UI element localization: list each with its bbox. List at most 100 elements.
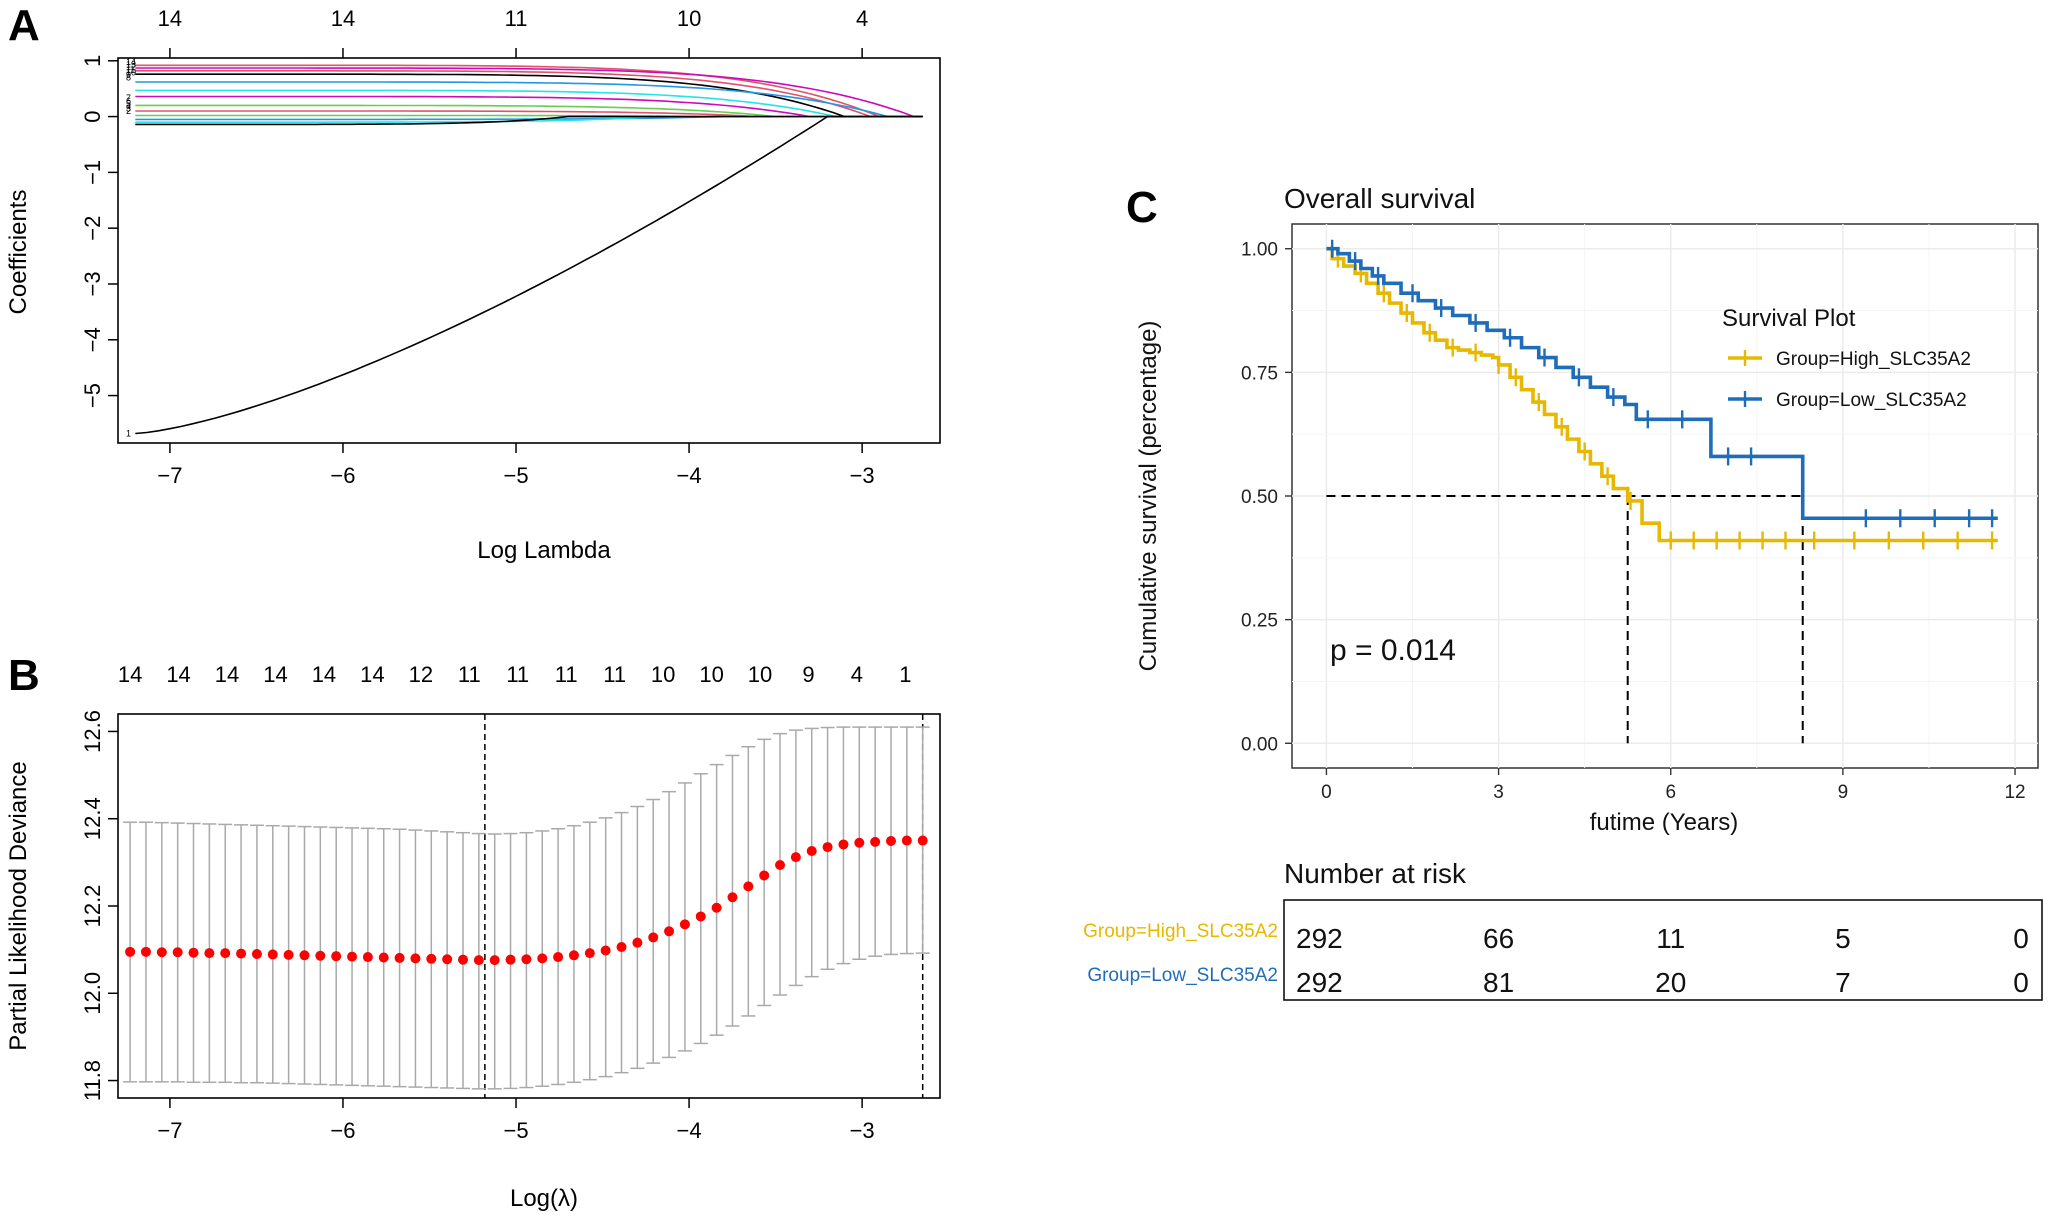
path-label: 10 (126, 67, 136, 77)
panel-c: C Overall survival 0 3 6 9 12 0.00 0.25 0.50 0.7… (1083, 183, 2043, 1001)
panel-b-x-tick-label: −3 (850, 1118, 875, 1143)
panel-a-top-tick-label: 10 (677, 6, 701, 31)
coefficient-path (135, 89, 923, 118)
panel-a-y-tick-label: −1 (80, 160, 105, 185)
panel-b-plot (123, 714, 930, 1098)
panel-a-top-tick-label: 11 (505, 6, 528, 31)
panel-b-top-label: 14 (118, 662, 142, 687)
panel-a-y-tick-label: −2 (80, 216, 105, 241)
panel-b-top-label: 14 (215, 662, 239, 687)
deviance-point (870, 836, 881, 847)
risk-count: 292 (1296, 923, 1343, 954)
panel-a-xlabel: Log Lambda (477, 537, 611, 564)
survival-curve (1326, 246, 1998, 543)
panel-a-y-tick-label: 0 (80, 110, 105, 122)
deviance-point (473, 955, 484, 966)
deviance-point (426, 953, 437, 964)
path-label: 11 (126, 65, 135, 75)
panel-c-y-tick-label: 0.25 (1241, 611, 1278, 632)
deviance-point (917, 835, 928, 846)
deviance-point (204, 948, 215, 959)
panel-b-top-label: 4 (851, 662, 863, 687)
deviance-point (347, 951, 358, 962)
coefficient-path (135, 115, 923, 123)
panel-a-y-tick-label: −4 (80, 327, 105, 352)
deviance-point (220, 948, 231, 959)
panel-b-top-label: 11 (603, 662, 626, 687)
deviance-point (251, 949, 262, 959)
deviance-point (584, 948, 595, 959)
legend-items: Group=High_SLC35A2 Group=Low_SLC35A2 (1728, 349, 1971, 411)
deviance-point (140, 946, 151, 957)
deviance-point (664, 926, 675, 937)
panel-b-ylabel: Partial Likelihood Deviance (5, 761, 32, 1051)
panel-c-axes: 0 3 6 9 12 0.00 0.25 0.50 0.75 1.00 (1241, 240, 2026, 803)
panel-b-letter: B (8, 651, 40, 700)
panel-a-frame (117, 57, 941, 444)
panel-a-top-tick-label: 14 (158, 6, 182, 31)
deviance-point (838, 839, 849, 850)
coefficient-path (135, 73, 923, 118)
panel-a-y-tick-label: −3 (80, 271, 105, 296)
deviance-point (505, 954, 516, 965)
deviance-point (236, 948, 247, 959)
panel-b-x-tick-label: −5 (503, 1118, 528, 1143)
risk-count: 81 (1483, 967, 1514, 998)
panel-b-top-label: 14 (312, 662, 336, 687)
panel-c-y-tick-label: 1.00 (1241, 240, 1278, 261)
coefficient-path (135, 70, 923, 118)
deviance-point (283, 949, 294, 960)
panel-b-x-tick-label: −4 (677, 1118, 702, 1143)
panel-b-top-label: 11 (506, 662, 529, 687)
panel-b-top-label: 14 (360, 662, 384, 687)
legend-entry: Group=Low_SLC35A2 (1776, 390, 1967, 411)
deviance-point (489, 955, 500, 966)
coefficient-path (135, 64, 923, 118)
panel-b-y-tick-label: 12.0 (80, 972, 105, 1015)
panel-c-x-tick-label: 0 (1321, 782, 1332, 803)
panel-c-y-tick-label: 0.75 (1241, 363, 1278, 384)
deviance-point (267, 949, 278, 960)
panel-b-top-label: 10 (651, 662, 675, 687)
path-label: 6 (126, 96, 131, 106)
panel-b-y-tick-label: 12.2 (80, 885, 105, 928)
path-label: 7 (126, 93, 131, 103)
panel-c-x-tick-label: 3 (1493, 782, 1504, 803)
deviance-point (125, 946, 136, 957)
panel-a-x-tick-label: −3 (850, 463, 875, 488)
panel-b: B −7 −6 −5 −4 −311.812.012.212.412.614 14 14 14… (5, 651, 941, 1212)
path-label: 3 (126, 104, 131, 114)
deviance-point (632, 937, 643, 948)
panel-c-xlabel: futime (Years) (1590, 809, 1739, 836)
risk-row-label: Group=Low_SLC35A2 (1087, 965, 1278, 986)
deviance-point (901, 835, 912, 846)
deviance-point (457, 954, 468, 965)
panel-b-x-tick-label: −7 (157, 1118, 182, 1143)
risk-count: 0 (2013, 967, 2029, 998)
path-label: 8 (126, 73, 131, 83)
panel-c-title: Overall survival (1284, 183, 1475, 214)
panel-b-y-tick-label: 12.6 (80, 710, 105, 753)
risk-row-label: Group=High_SLC35A2 (1083, 921, 1278, 942)
deviance-point (442, 954, 453, 965)
path-label: 14 (126, 57, 136, 67)
panel-c-y-tick-label: 0.00 (1241, 734, 1278, 755)
panel-a-ylabel: Coefficients (5, 190, 32, 315)
deviance-point (711, 902, 722, 913)
risk-count: 11 (1656, 923, 1685, 954)
panel-c-ylabel: Cumulative survival (percentage) (1135, 321, 1162, 672)
path-label: 13 (126, 60, 136, 70)
deviance-point (727, 892, 738, 903)
deviance-point (885, 835, 896, 846)
panel-a-letter: A (8, 1, 40, 50)
panel-c-x-tick-label: 6 (1665, 782, 1676, 803)
deviance-point (394, 952, 405, 963)
deviance-point (822, 842, 833, 853)
path-label: 9 (126, 70, 131, 80)
panel-a-x-tick-label: −4 (677, 463, 702, 488)
panel-c-x-tick-label: 12 (2004, 782, 2025, 803)
panel-b-y-tick-label: 12.4 (80, 797, 105, 840)
panel-a-x-tick-label: −7 (157, 463, 182, 488)
risk-count: 292 (1296, 967, 1343, 998)
legend-entry: Group=High_SLC35A2 (1776, 349, 1971, 370)
